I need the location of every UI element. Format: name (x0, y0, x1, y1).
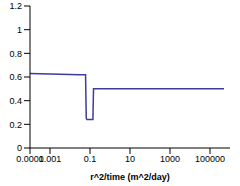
svg-text:0.6: 0.6 (9, 72, 22, 82)
svg-text:0: 0 (17, 143, 22, 153)
svg-text:1: 1 (17, 25, 22, 35)
svg-text:1.2: 1.2 (9, 1, 22, 11)
svg-text:0.4: 0.4 (9, 96, 22, 106)
svg-text:1000: 1000 (160, 154, 180, 164)
svg-text:0.2: 0.2 (9, 120, 22, 130)
svg-text:0.001: 0.001 (39, 154, 62, 164)
svg-text:r^2/time (m^2/day): r^2/time (m^2/day) (90, 172, 170, 182)
svg-text:100000: 100000 (195, 154, 225, 164)
svg-text:0.0001: 0.0001 (16, 154, 44, 165)
svg-text:0.1: 0.1 (84, 154, 97, 164)
svg-text:10: 10 (125, 154, 135, 164)
svg-text:0.8: 0.8 (9, 49, 22, 59)
